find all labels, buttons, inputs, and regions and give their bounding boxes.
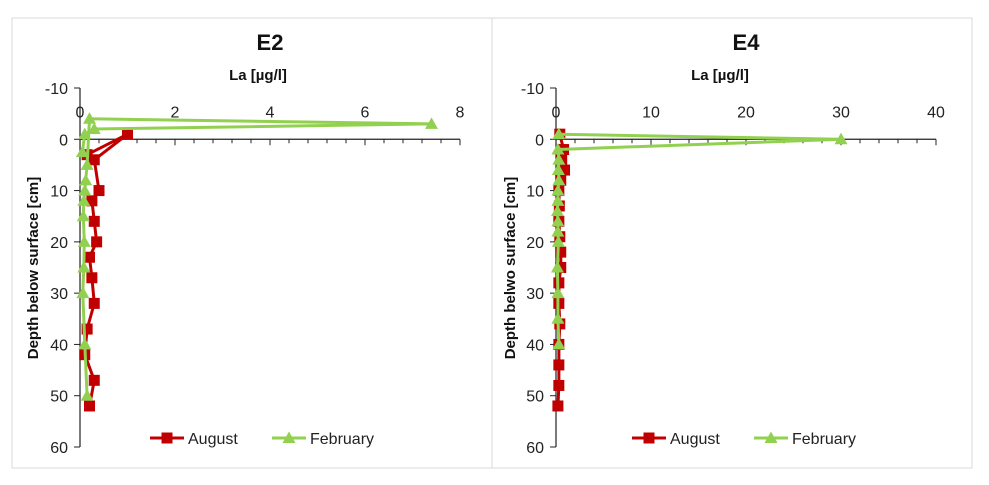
legend-marker-triangle [764,431,778,443]
y-tick-label: 50 [526,389,544,406]
data-point-square [554,318,566,330]
y-tick-label: 60 [526,440,544,457]
x-tick-label: 6 [361,104,370,121]
data-point-triangle [551,312,565,324]
data-point-square [555,246,567,258]
data-point-triangle [77,194,91,206]
y-tick-label: 0 [59,132,68,149]
x-tick-label: 0 [552,104,561,121]
legend-marker-triangle [282,431,296,443]
data-point-triangle [551,286,565,299]
data-point-square [84,251,95,263]
data-point-square [88,374,100,386]
data-point-square [81,323,93,335]
y-tick-label: 30 [526,286,544,303]
data-point-triangle [552,127,566,140]
data-point-triangle [551,225,565,237]
data-point-square [552,400,564,412]
x-tick-label: 8 [456,104,465,121]
data-point-triangle [552,173,566,186]
data-point-triangle [77,235,91,247]
data-point-triangle [79,173,93,186]
data-point-triangle [75,145,89,158]
chart-panel-1: E2 La [µg/l] Depth below surface [cm] 0 2 4 6 8… [11,17,493,469]
data-point-triangle [551,235,565,247]
legend-label: February [310,431,374,448]
data-point-square [88,297,100,309]
legend-label: August [670,431,720,448]
data-point-triangle [551,184,565,196]
data-point-triangle [551,143,565,155]
chart-panel-2: E4 La [µg/l] Depth belwo surface [cm] 0 10 20… [491,17,973,469]
x-tick-label: 20 [737,104,755,121]
data-point-triangle [834,132,848,145]
x-tick-label: 0 [76,104,85,121]
x-tick-label: 30 [832,104,850,121]
data-point-square [559,164,571,176]
data-point-triangle [551,194,565,206]
x-axis-label: La [µg/l] [229,67,287,84]
data-point-square [86,272,98,284]
data-point-triangle [550,204,564,217]
data-point-triangle [551,163,565,176]
y-axis-label: Depth belwo surface [cm] [502,177,519,360]
data-point-triangle [87,122,101,135]
data-point-triangle [80,389,94,401]
y-tick-label: 30 [50,286,68,303]
series-february [75,112,438,401]
x-tick-label: 4 [266,104,275,121]
data-point-triangle [78,337,92,350]
y-tick-label: 50 [50,389,68,406]
chart-title: E2 [257,30,284,55]
y-tick-label: 10 [526,184,544,201]
data-point-square [91,236,103,248]
data-point-triangle [425,117,438,129]
data-point-square [554,231,566,243]
legend: August February [632,431,856,448]
y-axis-label: Depth below surface [cm] [25,177,42,360]
panel-frame [491,17,973,469]
x-tick-label: 2 [171,104,180,121]
data-point-square [553,359,565,371]
data-point-square [86,195,98,207]
data-point-triangle [550,261,564,273]
y-tick-label: 20 [526,235,544,252]
chart-title: E4 [733,30,761,55]
data-point-triangle [76,209,90,222]
data-point-triangle [78,127,92,140]
y-tick-label: 60 [50,440,68,457]
legend: August February [150,431,374,448]
y-tick-label: -10 [521,81,544,98]
data-point-triangle [77,261,91,273]
data-point-square [553,379,565,391]
y-tick-label: 10 [50,184,68,201]
legend-marker-square [643,432,655,444]
data-point-square [84,400,95,412]
legend-label: August [188,431,238,448]
y-tick-label: 40 [50,337,68,354]
data-point-square [93,185,105,197]
data-point-triangle [80,158,94,170]
data-point-triangle [83,112,96,124]
x-tick-label: 10 [642,104,660,121]
y-tick-label: 20 [50,235,68,252]
y-tick-label: -10 [45,81,68,98]
x-axis-label: La [µg/l] [691,67,749,84]
data-point-triangle [551,214,565,227]
legend-marker-square [161,432,173,444]
x-tick-label: 40 [927,104,945,121]
data-point-triangle [78,184,92,196]
data-point-square [88,154,100,166]
y-tick-label: 40 [526,337,544,354]
data-point-square [553,200,565,212]
series-february [550,127,848,350]
data-point-square [122,128,133,140]
data-point-triangle [552,153,566,165]
data-point-triangle [76,286,90,299]
legend-label: February [792,431,856,448]
data-point-square [88,215,100,227]
y-tick-label: 0 [535,132,544,149]
data-point-triangle [552,337,566,350]
